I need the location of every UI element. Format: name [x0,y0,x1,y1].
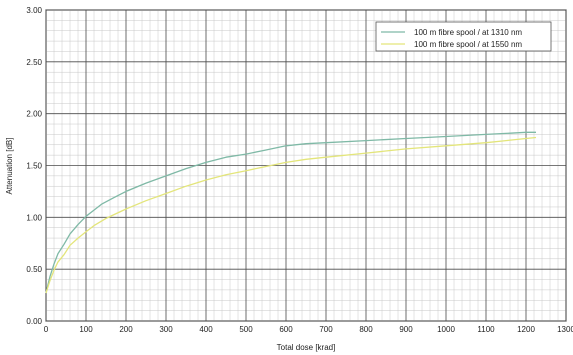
y-tick-label: 3.00 [26,6,42,15]
y-tick-label: 1.00 [26,213,42,222]
legend-box [375,21,552,52]
legend: 100 m fibre spool / at 1310 nm 100 m fib… [375,21,552,52]
x-tick-label: 0 [44,325,49,334]
x-tick-label: 200 [119,325,133,334]
x-tick-label: 600 [279,325,293,334]
y-axis-title: Attenuation [dB] [5,138,14,195]
y-tick-label: 2.50 [26,58,42,67]
x-tick-label: 700 [319,325,333,334]
legend-label-1550: 100 m fibre spool / at 1550 nm [414,40,522,49]
x-tick-label: 1100 [477,325,495,334]
y-tick-label: 2.00 [26,110,42,119]
series-line-0 [45,131,536,294]
x-tick-label: 1000 [437,325,455,334]
y-tick-label: 1.50 [26,162,42,171]
x-tick-label: 800 [359,325,373,334]
x-tick-label: 1200 [517,325,535,334]
series-line-1 [45,136,537,294]
y-axis-ticks: 0.00 0.50 1.00 1.50 2.00 2.50 3.00 [26,6,42,326]
x-tick-label: 100 [79,325,93,334]
x-tick-label: 1300 [557,325,573,334]
x-tick-label: 500 [239,325,253,334]
series-layer [45,131,537,294]
y-tick-label: 0.00 [26,317,42,326]
x-tick-label: 900 [399,325,413,334]
x-axis-ticks: 0 100 200 300 400 500 600 700 800 900 1000 1100 1200… [44,325,573,334]
y-tick-label: 0.50 [26,265,42,274]
major-grid [45,9,567,322]
x-tick-label: 400 [199,325,213,334]
x-axis-title: Total dose [krad] [277,343,336,352]
x-tick-label: 300 [159,325,173,334]
legend-label-1310: 100 m fibre spool / at 1310 nm [414,28,522,37]
